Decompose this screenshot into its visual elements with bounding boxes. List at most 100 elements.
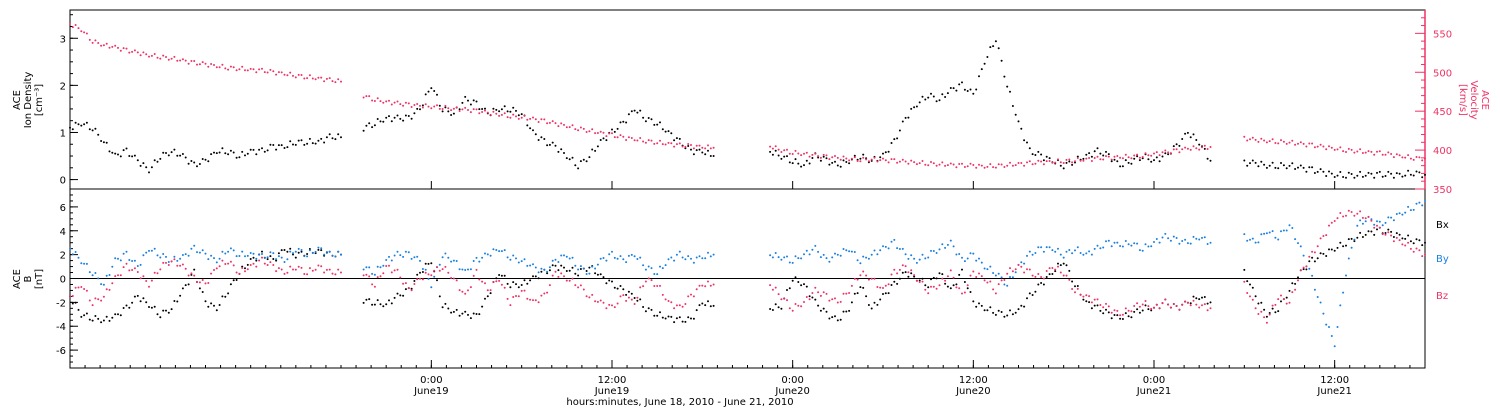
bz-point <box>1316 245 1319 248</box>
density-point <box>896 137 899 140</box>
bz-point <box>1057 265 1059 268</box>
bx-point <box>1421 244 1424 247</box>
density-point <box>565 157 568 160</box>
density-point <box>1342 176 1345 178</box>
bx-point <box>1085 300 1088 303</box>
bx-point <box>1071 280 1074 283</box>
by-point <box>997 272 1000 275</box>
bz-point <box>1378 226 1381 229</box>
velocity-point <box>605 135 608 138</box>
by-point <box>636 258 639 260</box>
bz-point <box>469 286 472 289</box>
density-point <box>994 40 997 43</box>
density-point <box>94 127 97 130</box>
density-point <box>249 148 252 151</box>
velocity-point <box>537 121 540 123</box>
velocity-point <box>670 142 673 145</box>
bz-point <box>1085 294 1088 297</box>
by-point <box>1328 326 1330 328</box>
bz-point <box>190 272 193 275</box>
velocity-point <box>486 111 489 114</box>
bx-point <box>1201 296 1203 299</box>
density-point <box>1203 147 1206 150</box>
bx-point <box>421 271 424 273</box>
bz-point <box>1367 215 1370 218</box>
bx-point <box>1003 315 1006 318</box>
bz-point <box>811 292 814 294</box>
bz-point <box>941 277 944 280</box>
density-point <box>1062 167 1065 170</box>
velocity-point <box>1099 158 1102 161</box>
bz-point <box>478 278 481 281</box>
by-point <box>269 251 272 254</box>
bx-point <box>117 313 119 316</box>
bz-point <box>1203 303 1206 306</box>
bz-point <box>1153 306 1155 309</box>
velocity-point <box>371 99 374 102</box>
by-point <box>529 264 532 267</box>
velocity-point <box>218 66 221 69</box>
velocity-point <box>1285 142 1288 145</box>
x-tick-time-label: 0:00 <box>420 375 442 386</box>
density-point <box>340 136 342 139</box>
by-point <box>294 250 297 253</box>
bz-point <box>992 288 995 291</box>
bx-point <box>249 258 252 260</box>
bz-point <box>1184 300 1187 303</box>
density-point <box>794 158 797 161</box>
velocity-point <box>794 149 797 152</box>
density-point <box>585 160 588 163</box>
density-point <box>596 145 599 148</box>
velocity-point <box>1020 162 1023 164</box>
density-point <box>1361 175 1364 178</box>
velocity-point <box>1353 151 1356 154</box>
bz-point <box>402 282 405 285</box>
density-point <box>560 148 563 151</box>
bz-point <box>97 298 100 301</box>
velocity-point <box>932 162 935 165</box>
bz-point <box>1113 309 1116 312</box>
by-point <box>1116 241 1119 244</box>
bz-point <box>1195 303 1198 306</box>
by-point <box>644 268 647 271</box>
velocity-point <box>286 74 289 77</box>
density-point <box>1257 165 1260 168</box>
velocity-point <box>1062 162 1065 164</box>
bx-point <box>1325 255 1328 257</box>
density-point <box>952 87 955 90</box>
bx-point <box>1268 312 1271 314</box>
by-point <box>393 254 396 257</box>
bz-point <box>399 276 402 279</box>
by-point <box>520 260 523 263</box>
density-point <box>653 123 656 126</box>
bz-point <box>1285 302 1288 305</box>
velocity-point <box>190 60 193 62</box>
density-point <box>811 157 814 159</box>
bz-point <box>989 280 992 283</box>
velocity-point <box>842 155 845 158</box>
bx-point <box>210 302 213 305</box>
bz-point <box>913 274 916 277</box>
density-point <box>1347 171 1350 174</box>
bx-point <box>489 292 492 295</box>
velocity-point <box>1330 146 1333 149</box>
density-point <box>828 163 831 166</box>
density-point <box>893 138 896 141</box>
bx-point <box>1376 228 1378 231</box>
density-point <box>675 137 678 140</box>
bz-point <box>1051 267 1054 269</box>
velocity-point <box>1415 156 1418 158</box>
density-point <box>848 162 851 165</box>
density-point <box>707 149 709 152</box>
density-point <box>238 156 241 159</box>
density-point <box>1274 166 1277 169</box>
bz-point <box>865 274 868 277</box>
by-point <box>890 240 893 243</box>
by-point <box>800 257 803 260</box>
bx-point <box>1404 237 1407 240</box>
velocity-point <box>1000 163 1003 166</box>
velocity-point <box>368 95 371 98</box>
by-point <box>560 254 563 257</box>
density-point <box>255 153 258 156</box>
